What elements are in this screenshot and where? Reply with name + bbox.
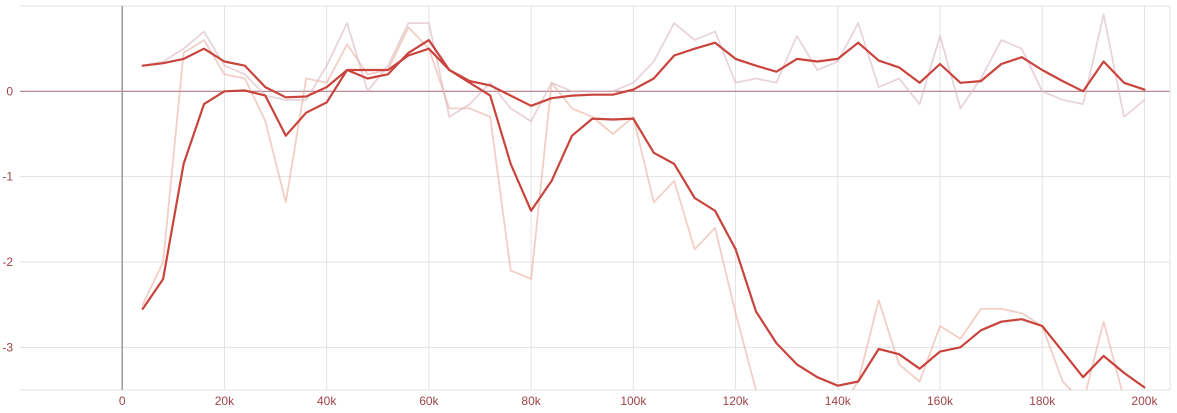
x-tick-label: 60k: [419, 394, 439, 408]
y-tick-label: -2: [2, 255, 13, 269]
x-tick-label: 40k: [317, 394, 337, 408]
series-line-smoothed-2: [141, 38, 1146, 389]
series-group: [141, 13, 1146, 390]
series-line-smoothed-3: [141, 41, 1146, 107]
x-tick-label: 80k: [521, 394, 541, 408]
tick-labels: 0 20k 40k 60k 80k 100k 120k 140k 160k 180k 200k 0 -1…: [2, 84, 1158, 408]
x-tick-label: 20k: [215, 394, 235, 408]
y-tick-label: -1: [2, 170, 13, 184]
x-tick-label: 0: [119, 394, 126, 408]
x-tick-label: 100k: [620, 394, 647, 408]
y-tick-label: 0: [6, 84, 13, 98]
series-line-raw-1: [141, 13, 1146, 123]
x-tick-label: 120k: [723, 394, 750, 408]
y-tick-label: -3: [2, 340, 13, 354]
x-tick-label: 200k: [1131, 394, 1158, 408]
series-line-raw-0: [141, 26, 1123, 390]
x-tick-label: 140k: [825, 394, 852, 408]
x-tick-label: 160k: [927, 394, 954, 408]
grid: [20, 5, 1171, 391]
x-tick-label: 180k: [1029, 394, 1056, 408]
